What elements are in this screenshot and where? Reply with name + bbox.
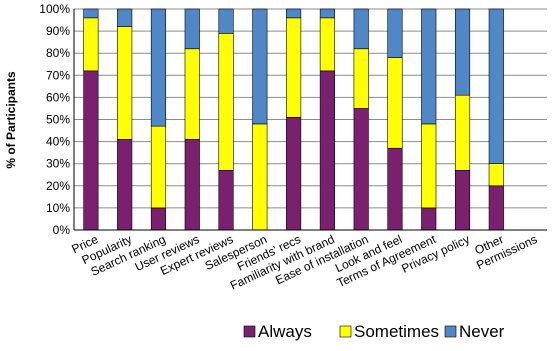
bar-segment-never (387, 8, 403, 58)
bar-segment-never (454, 8, 471, 96)
bar-segment-never (319, 8, 335, 19)
y-tick-label: 80% (46, 46, 70, 60)
bar-segment-sometimes (150, 125, 167, 209)
legend-swatch-never (444, 325, 457, 338)
y-tick-label: 40% (46, 135, 70, 149)
bar-segment-always (454, 170, 471, 231)
legend-label-always: Always (258, 322, 312, 341)
bar-segment-always (387, 147, 403, 231)
bar-segment-always (421, 207, 437, 231)
bar-segment-sometimes (252, 123, 268, 231)
gridlines (74, 8, 547, 231)
y-tick-label: 20% (46, 179, 70, 193)
y-tick-label: 0% (53, 223, 71, 237)
bar-segment-sometimes (117, 26, 133, 140)
y-tick-label: 50% (46, 113, 70, 127)
y-tick-label: 90% (46, 24, 70, 38)
legend: Always Sometimes Never (243, 322, 505, 341)
bar-segment-sometimes (421, 123, 437, 209)
bar-segment-always (150, 207, 167, 231)
bar-segment-never (150, 8, 167, 127)
bar-segment-sometimes (454, 94, 471, 171)
bar-segment-always (488, 185, 504, 231)
y-tick-label: 70% (46, 68, 70, 82)
bar-segment-sometimes (286, 17, 302, 118)
y-tick-label: 60% (46, 90, 70, 104)
legend-swatch-always (243, 325, 256, 338)
y-tick-labels: 0% 10% 20% 30% 40% 50% 60% 70% 80% 90% 100% (39, 2, 70, 237)
bar-segment-never (218, 8, 234, 34)
legend-label-never: Never (459, 322, 505, 341)
bar-segment-never (117, 8, 133, 27)
legend-label-sometimes: Sometimes (354, 322, 439, 341)
y-tick-label: 100% (39, 2, 70, 16)
y-axis-title: % of Participants (4, 71, 18, 169)
bar-segment-sometimes (184, 48, 200, 140)
axes (73, 9, 547, 231)
y-tick-label: 10% (46, 201, 70, 215)
bar-segment-never (353, 8, 369, 50)
bar-segment-always (83, 70, 99, 231)
bar-segment-always (117, 139, 133, 231)
bar-segment-always (353, 108, 369, 231)
bar-segment-sometimes (218, 33, 234, 171)
bar-segment-always (218, 170, 234, 231)
bar-segment-sometimes (353, 48, 369, 109)
bar-segment-always (319, 70, 335, 231)
bar-segment-sometimes (83, 17, 99, 72)
bar-segment-never (184, 8, 200, 50)
bar-segment-never (488, 8, 504, 164)
bar-segment-never (252, 8, 268, 125)
bar-segment-never (286, 8, 302, 19)
bar-segment-always (286, 116, 302, 231)
bar-segment-always (184, 139, 200, 231)
bars (83, 8, 504, 231)
y-tick-label: 30% (46, 157, 70, 171)
bar-segment-never (421, 8, 437, 125)
legend-swatch-sometimes (339, 325, 352, 338)
bar-segment-sometimes (488, 163, 504, 187)
bar-segment-sometimes (387, 57, 403, 149)
bar-segment-never (83, 8, 99, 19)
bar-segment-sometimes (319, 17, 335, 72)
